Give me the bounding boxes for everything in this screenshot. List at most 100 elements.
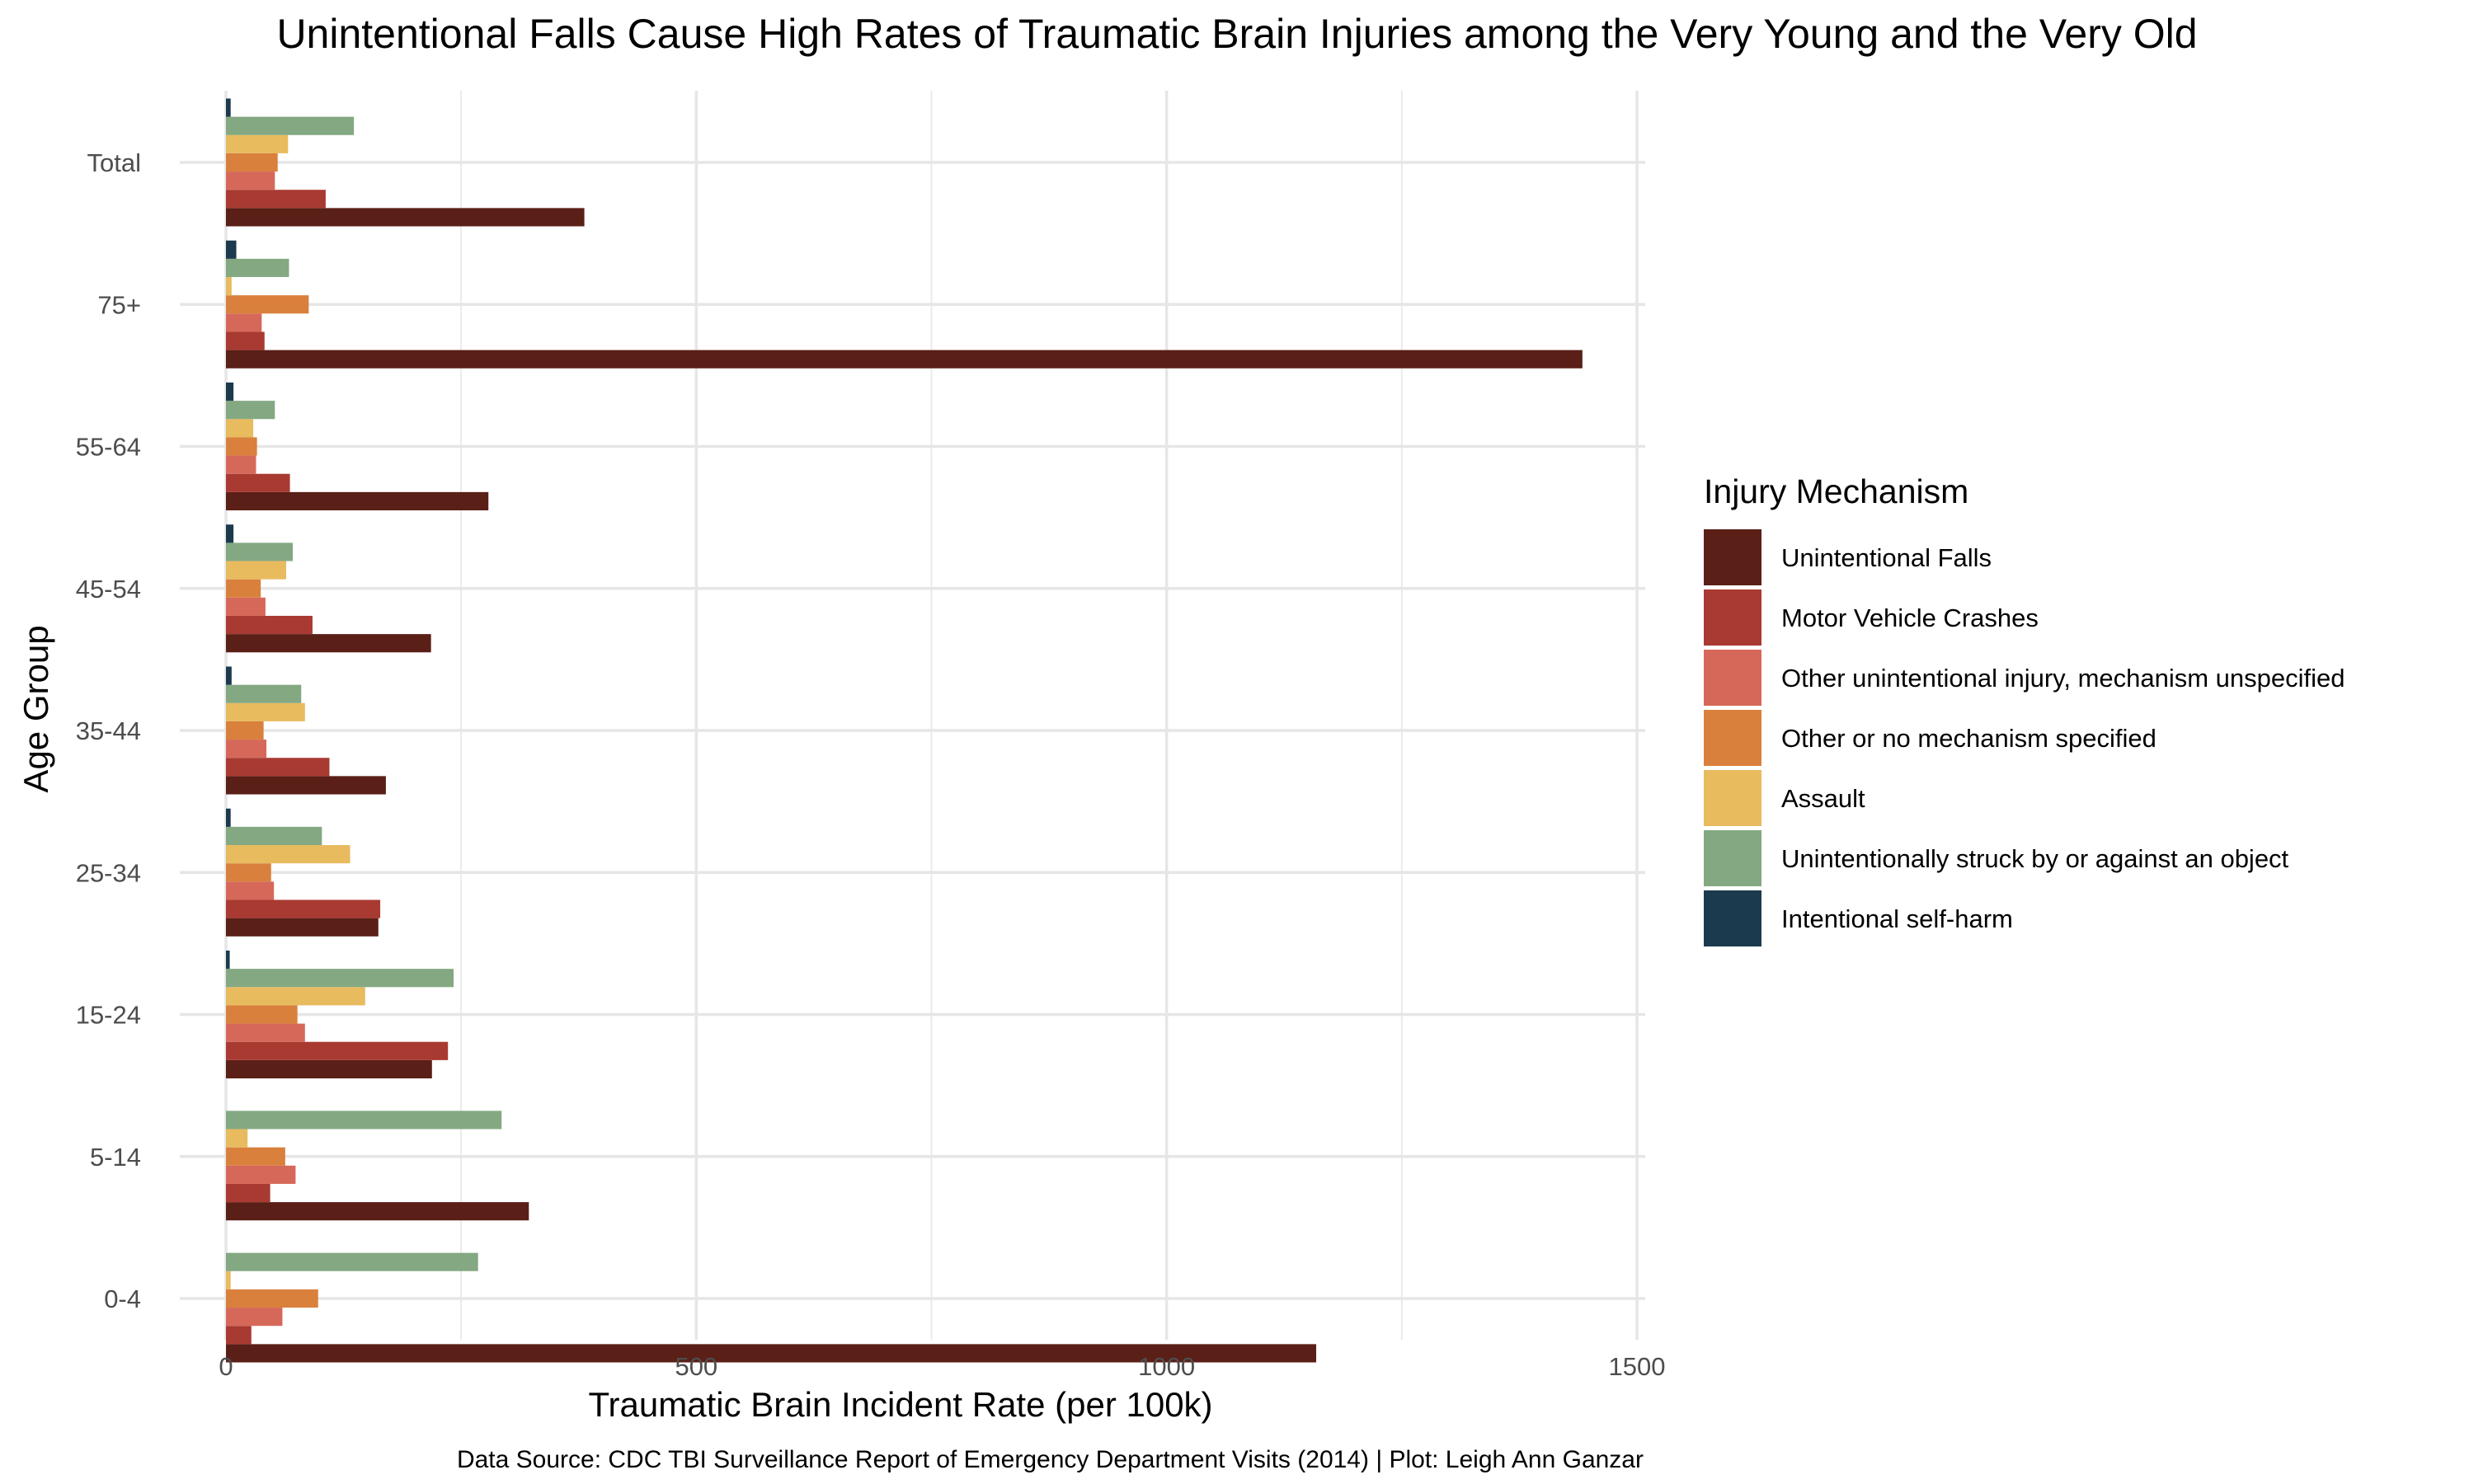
bar [226,881,275,900]
legend-label: Motor Vehicle Crashes [1781,603,2039,632]
y-tick-label: Total [87,148,141,177]
bar [226,331,265,350]
legend-label: Assault [1781,784,1865,813]
bar [226,1183,270,1203]
bar [226,382,234,402]
legend-title: Injury Mechanism [1704,472,1968,510]
bar [226,208,585,227]
bar [226,171,275,190]
bar [226,808,231,827]
bar [226,740,267,758]
bar [226,190,326,209]
bar [226,1041,449,1060]
bar [226,615,313,635]
bar [226,758,330,777]
bar [226,1252,478,1271]
bar [226,401,275,420]
y-tick-label: 0-4 [104,1284,141,1313]
bar [226,350,1583,369]
y-tick-label: 5-14 [90,1143,141,1172]
bar [226,437,257,456]
bar [226,491,489,511]
bar [226,1129,248,1148]
legend-key [1704,710,1761,766]
bar [226,455,256,474]
bar [226,634,431,653]
bar [226,899,381,918]
legend-key [1704,529,1761,585]
bar [226,950,230,970]
bar [226,1147,285,1166]
bars [226,98,1583,1363]
bar [226,98,231,117]
bar [226,666,232,685]
bar [226,542,293,561]
bar [226,1344,1317,1363]
legend-label: Other unintentional injury, mechanism un… [1781,664,2345,693]
bar [226,134,289,153]
legend-key [1704,770,1761,826]
bar [226,240,237,259]
x-axis-title: Traumatic Brain Incident Rate (per 100k) [588,1385,1212,1424]
y-axis-ticks: 0-4 5-14 15-24 25-34 35-44 45-54 55-64 75+ Total [76,148,141,1313]
bar [226,1005,298,1024]
y-tick-label: 75+ [97,290,141,319]
legend: Unintentional Falls Motor Vehicle Crashes… [1704,529,2345,946]
legend-key [1704,830,1761,886]
bar [226,684,302,703]
bar [226,1165,296,1184]
x-tick-label: 0 [219,1352,233,1381]
bar [226,295,309,314]
bar [226,1202,529,1221]
legend-label: Unintentional Falls [1781,543,1992,572]
chart-title: Unintentional Falls Cause High Rates of … [276,11,2197,57]
bar [226,1111,502,1129]
bar [226,969,454,988]
legend-label: Intentional self-harm [1781,904,2013,933]
chart-caption: Data Source: CDC TBI Surveillance Report… [457,1446,1644,1473]
bar [226,561,287,580]
legend-label: Unintentionally struck by or against an … [1781,844,2289,873]
bar [226,826,322,846]
bar [226,258,289,278]
x-tick-label: 500 [675,1352,717,1381]
y-tick-label: 55-64 [76,433,141,462]
bar [226,918,379,937]
y-tick-label: 25-34 [76,858,141,887]
x-axis-ticks: 0 500 1000 1500 [219,1352,1665,1381]
bar [226,863,271,882]
bar [226,776,386,795]
y-tick-label: 15-24 [76,1001,141,1030]
x-tick-label: 1000 [1138,1352,1195,1381]
bar [226,1289,318,1308]
bar [226,1308,283,1327]
bar [226,313,262,332]
y-tick-label: 35-44 [76,716,141,745]
bar [226,1326,252,1345]
bar [226,845,350,864]
bar [226,419,254,438]
grid [180,91,1645,1340]
bar [226,702,305,721]
bar [226,524,234,543]
legend-key [1704,650,1761,706]
bar [226,1023,305,1042]
legend-key [1704,589,1761,646]
bar [226,1270,231,1289]
bar [226,597,266,616]
bar [226,473,290,492]
bar [226,987,365,1006]
legend-key [1704,890,1761,946]
bar [226,1059,432,1079]
x-tick-label: 1500 [1609,1352,1666,1381]
y-tick-label: 45-54 [76,575,141,603]
bar [226,153,278,172]
bar [226,721,264,740]
y-axis-title: Age Group [16,625,55,792]
bar [226,277,232,296]
legend-label: Other or no mechanism specified [1781,724,2157,753]
bar [226,116,355,135]
bar [226,579,261,598]
